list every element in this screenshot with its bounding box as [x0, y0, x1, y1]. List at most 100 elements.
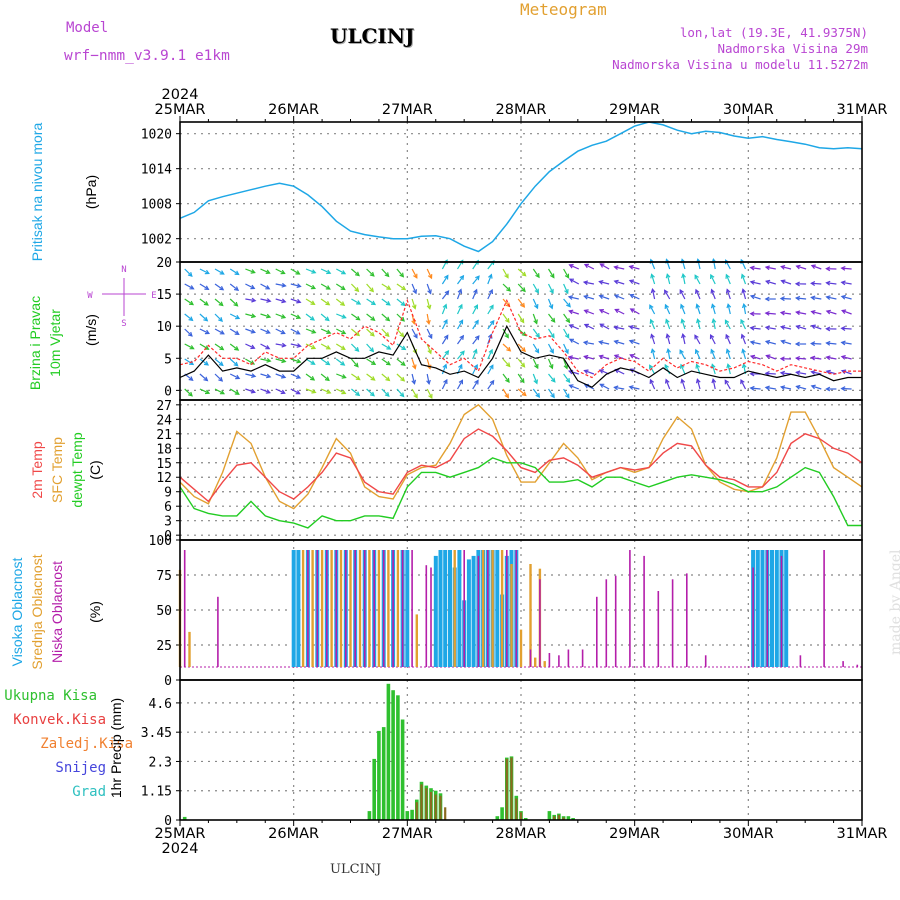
wind-arrow-head [794, 355, 801, 361]
y-tick-label: 9 [164, 486, 172, 501]
wind-arrow-head [369, 391, 375, 397]
wind-arrow-head [533, 379, 538, 385]
wind-arrow-head [649, 378, 655, 384]
wind-arrow [290, 388, 300, 395]
wind-arrow-head [250, 313, 257, 319]
wind-arrow [584, 370, 595, 375]
wind-arrow [547, 343, 554, 354]
wind-arrow-head [459, 274, 465, 280]
cloud-low-bar [567, 649, 570, 667]
wind-arrow [563, 283, 569, 294]
wind-arrow [584, 309, 595, 315]
wind-arrow-head [457, 288, 463, 294]
wind-arrow-head [582, 340, 589, 346]
wind-arrow-head [384, 332, 390, 338]
y-tick-label: 5 [164, 352, 172, 367]
wind-arrow [472, 349, 477, 360]
wind-arrow-head [427, 349, 432, 355]
cloud-high-bar [433, 555, 438, 667]
wind-arrow [765, 326, 776, 330]
wind-arrow [351, 268, 360, 277]
wind-arrow-head [233, 361, 239, 367]
wind-arrow-head [473, 288, 478, 294]
wind-arrow-head [219, 345, 225, 351]
wind-arrow-head [628, 264, 634, 270]
pressure-unit: (hPa) [83, 175, 99, 209]
wind-arrow [615, 369, 625, 375]
wind-arrow-head [427, 289, 432, 295]
temp-axis-title-2: SFC Temp [49, 437, 65, 503]
wind-arrow-head [568, 324, 574, 329]
cloud-low-bar [392, 550, 394, 667]
precip-total-bar [377, 730, 381, 820]
wind-arrow [214, 328, 225, 335]
wind-arrow [335, 358, 345, 366]
wind-arrow-head [725, 273, 730, 279]
wind-arrow-head [489, 319, 495, 325]
wind-arrow [396, 328, 404, 337]
wind-arrow-head [325, 300, 331, 306]
x-label-top: 31MAR [837, 102, 888, 118]
wind-arrow [547, 298, 553, 309]
wind-arrow [712, 319, 716, 330]
wind-arrow-head [629, 308, 635, 313]
wind-arrow-head [505, 318, 510, 324]
wind-arrow-head [324, 316, 330, 322]
wind-arrow [245, 298, 256, 302]
wind-arrow-head [280, 329, 286, 335]
precip-total-bar [367, 811, 372, 820]
wind-arrow-head [310, 284, 317, 290]
wind-arrow [502, 373, 510, 383]
wind-arrow [665, 259, 671, 270]
wind-arrow [841, 267, 852, 270]
wind-arrow-head [564, 289, 569, 295]
cloud-mid-bar [387, 550, 390, 667]
wind-arrow-head [779, 356, 785, 362]
wind-arrow [614, 386, 625, 390]
wind-arrow-head [384, 272, 390, 278]
wind-arrow-head [535, 273, 540, 279]
wind-arrow [245, 313, 256, 318]
wind-arrow [275, 343, 286, 347]
wind-arrow [381, 313, 390, 322]
wind-arrow-head [695, 303, 701, 309]
wind-arrow [351, 388, 360, 396]
wind-arrow-head [369, 331, 375, 337]
model-elevation-label: Nadmorska Visina u modelu 11.5272m [612, 57, 868, 72]
wind-arrow [199, 268, 210, 275]
wind-arrow [651, 349, 656, 360]
wind-arrow-head [386, 285, 392, 290]
wind-arrow-head [681, 332, 686, 339]
wind-arrow-head [629, 293, 635, 299]
wind-arrow-head [521, 287, 526, 293]
wind-arrow-head [666, 347, 671, 354]
wind-arrow-head [488, 348, 493, 354]
wind-arrow [260, 328, 270, 334]
wind-arrow-head [234, 270, 240, 276]
wind-arrow [742, 349, 747, 360]
wind-arrow [796, 371, 807, 375]
wind-arrow-head [840, 386, 846, 392]
wind-arrow-head [266, 298, 272, 303]
wind-arrow [651, 274, 656, 285]
wind-arrow-head [794, 281, 800, 287]
wind-arrow [275, 313, 286, 319]
wind-compass: N W E S [87, 265, 156, 329]
wind-arrow-head [295, 314, 302, 319]
wind-arrow [682, 274, 686, 285]
wind-arrow [381, 388, 390, 397]
wind-arrow [411, 373, 416, 384]
wind-arrow-head [521, 391, 527, 397]
wind-arrow [780, 297, 792, 300]
wind-arrow-head [649, 318, 655, 324]
wind-arrow [599, 341, 610, 345]
precip-conv-bar [444, 807, 447, 820]
wind-arrow [502, 328, 509, 338]
wind-arrow-head [370, 376, 376, 381]
wind-arrow [811, 311, 822, 315]
wind-arrow-head [568, 384, 574, 389]
date-axis: 25MAR 25MAR 26MAR 26MAR 27MAR 27MAR 28MAR 28MAR… [155, 87, 888, 857]
wind-arrow [532, 328, 540, 338]
wind-arrow-head [218, 301, 224, 307]
wind-arrow [184, 358, 194, 365]
